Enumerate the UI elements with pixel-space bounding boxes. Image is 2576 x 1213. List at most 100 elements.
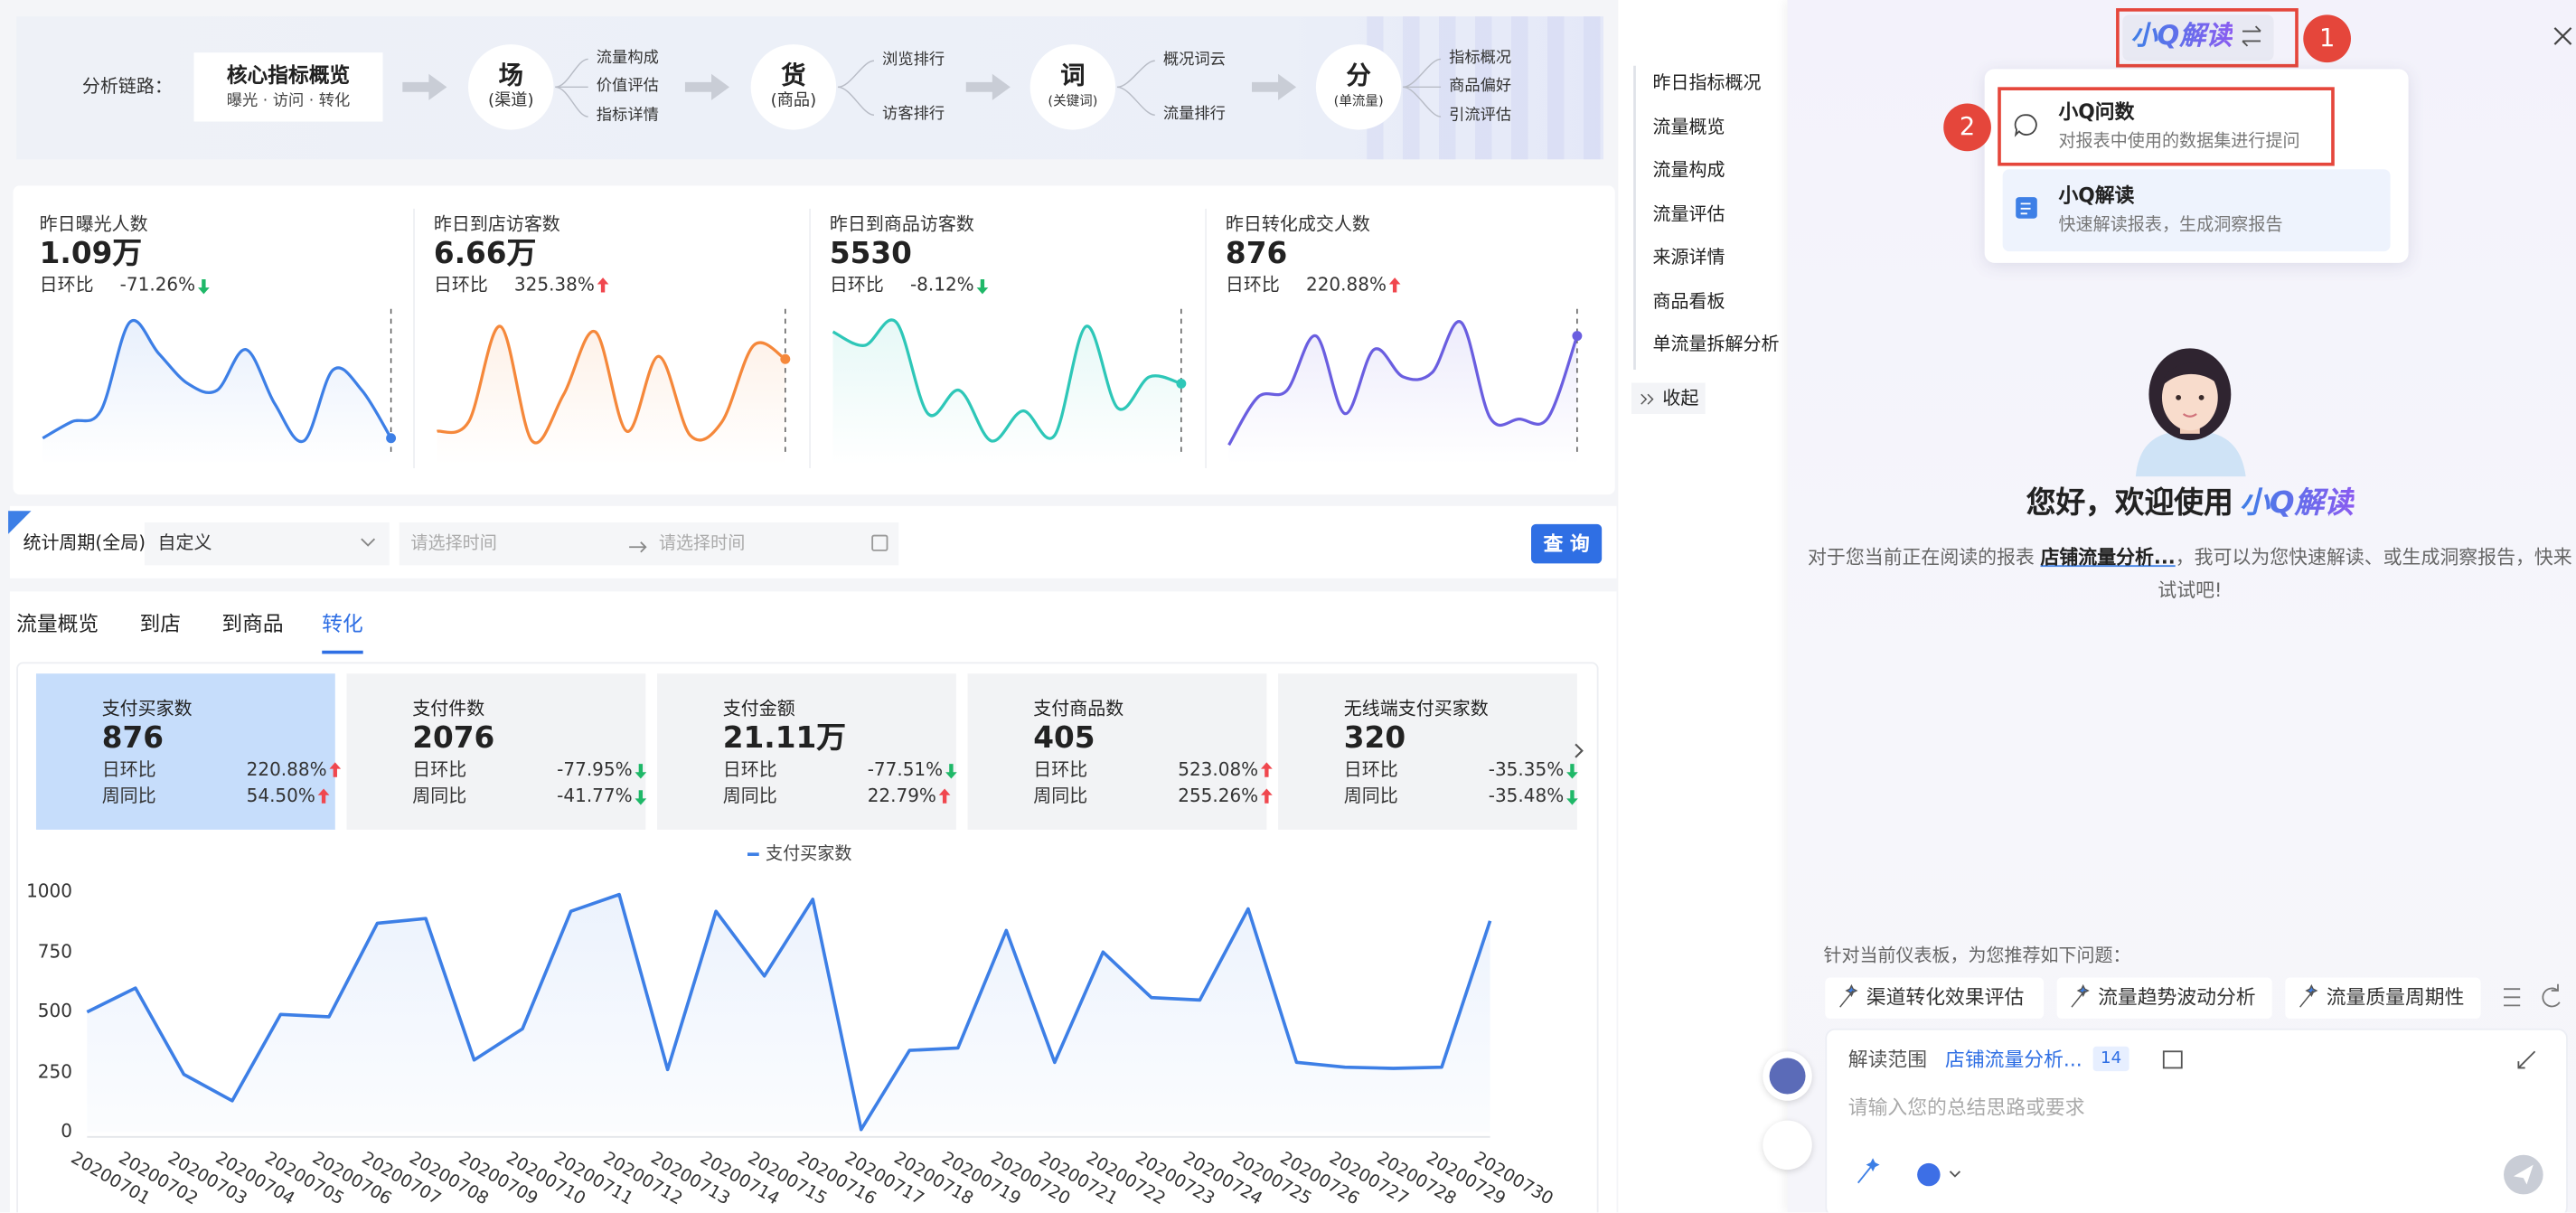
kpi-value: 1.09万: [39, 236, 143, 271]
date-start[interactable]: 请选择时间: [410, 533, 497, 554]
stage-item[interactable]: 指标概况: [1449, 49, 1512, 68]
nav-item[interactable]: 流量构成: [1652, 159, 1725, 181]
date-range[interactable]: [399, 522, 899, 566]
metric-card[interactable]: [657, 673, 956, 830]
tab[interactable]: 流量概览: [16, 611, 99, 636]
table-icon: [2162, 1050, 2183, 1069]
metric-row-label: 周同比: [1033, 785, 1088, 807]
metric-row-label: 周同比: [412, 785, 467, 807]
list-icon: [2504, 988, 2521, 1007]
collapse-icon: [1641, 393, 1654, 405]
y-tick-label: 750: [37, 940, 72, 963]
metric-title: 支付商品数: [1033, 698, 1124, 720]
stage-circle: [1315, 44, 1402, 130]
stage-item[interactable]: 访客排行: [882, 105, 945, 124]
tab[interactable]: 到商品: [221, 611, 284, 636]
y-tick-label: 500: [37, 1000, 72, 1022]
collapse-text[interactable]: 收起: [1662, 387, 1699, 409]
menu-desc: 快速解读报表，生成洞察报告: [2058, 215, 2283, 235]
sparkline: [832, 318, 1182, 443]
stage-item[interactable]: 流量排行: [1162, 105, 1226, 124]
nav-item[interactable]: 来源详情: [1652, 246, 1725, 268]
stage-item[interactable]: 流量构成: [596, 49, 659, 68]
trend-arrow: [329, 762, 342, 777]
suggest-label: 针对当前仪表板，为您推荐如下问题：: [1823, 945, 2131, 966]
stage-item[interactable]: 商品偏好: [1449, 77, 1512, 96]
menu-highlight[interactable]: [1998, 87, 2335, 166]
sparkline-end-dot: [386, 433, 397, 444]
suggestion-chip[interactable]: [1825, 977, 2045, 1019]
kpi-change: -8.12%: [909, 274, 974, 296]
trend-arrow: [1261, 788, 1273, 804]
menu-item[interactable]: [2002, 169, 2391, 252]
nav-item[interactable]: 昨日指标概况: [1652, 71, 1762, 94]
collapse-box: [1631, 382, 1706, 415]
stage-item[interactable]: 指标详情: [596, 107, 659, 126]
stage-char: 货: [781, 61, 806, 90]
metric-row-label: 日环比: [412, 758, 467, 781]
suggestion-text[interactable]: 流量质量周期性: [2326, 985, 2465, 1010]
avatar-eye: [2198, 394, 2205, 400]
sparkline: [1227, 320, 1579, 447]
suggestion-text[interactable]: 流量趋势波动分析: [2098, 985, 2256, 1010]
nav-item[interactable]: 流量概览: [1652, 117, 1725, 138]
stage-item[interactable]: 引流评估: [1449, 107, 1512, 126]
intro-text: ，我可以为您快速解读、或生成洞察报告，快来试试吧!: [2158, 545, 2572, 602]
nav-item[interactable]: 单流量拆解分析: [1652, 333, 1780, 355]
kpi-change-label: 日环比: [1225, 274, 1280, 296]
scope-value[interactable]: 店铺流量分析...: [1945, 1048, 2082, 1072]
stage-item[interactable]: 价值评估: [596, 77, 659, 96]
kpi-title: 昨日转化成交人数: [1225, 213, 1370, 235]
query-button[interactable]: [1531, 523, 1603, 564]
metric-card[interactable]: [1278, 673, 1577, 830]
kpi-change: -71.26%: [119, 274, 196, 296]
tab[interactable]: 转化: [322, 611, 363, 636]
tab[interactable]: 到店: [139, 611, 181, 636]
scope-label: 解读范围: [1847, 1048, 1928, 1072]
nav-item[interactable]: 商品看板: [1652, 290, 1725, 313]
model-chevron: [1949, 1171, 1961, 1178]
report-link[interactable]: 店铺流量分析...: [2040, 545, 2176, 569]
range-arrow: [629, 541, 647, 553]
magic-icon: [1857, 1158, 1880, 1184]
stage-item[interactable]: 概况词云: [1162, 51, 1226, 70]
metric-row-value: 54.50%: [246, 785, 315, 807]
tab-underline: [322, 650, 363, 654]
bracket-line: [1116, 86, 1155, 116]
menu-desc: 对报表中使用的数据集进行提问: [2058, 131, 2300, 152]
corner-icon: [8, 511, 32, 534]
metric-row-value: 22.79%: [867, 785, 936, 807]
query-button-text[interactable]: 查 询: [1543, 531, 1590, 556]
kpi-value: 5530: [829, 236, 912, 271]
wand-icon: [2299, 983, 2318, 1008]
metric-card[interactable]: [346, 673, 646, 830]
stage-char: 分: [1346, 61, 1371, 90]
bracket-line: [837, 60, 875, 89]
date-end[interactable]: 请选择时间: [658, 533, 746, 554]
nav-item[interactable]: 流量评估: [1652, 203, 1725, 226]
send-icon: [2513, 1164, 2534, 1185]
metric-card[interactable]: [967, 673, 1267, 830]
trend-arrow: [1566, 764, 1578, 779]
metric-card[interactable]: [35, 673, 335, 830]
metric-value: 2076: [412, 720, 495, 757]
greeting: 您好，欢迎使用 小Q解读: [1788, 484, 2576, 524]
input-box[interactable]: [1825, 1028, 2568, 1213]
menu-title[interactable]: 小Q解读: [2058, 183, 2135, 208]
menu-title[interactable]: 小Q问数: [2058, 99, 2135, 124]
next-chevron: [1575, 743, 1584, 758]
stage-item[interactable]: 浏览排行: [882, 51, 945, 70]
suggestion-chip[interactable]: [2285, 977, 2481, 1019]
metric-row-value: 220.88%: [246, 758, 327, 781]
input-placeholder[interactable]: 请输入您的总结思路或要求: [1847, 1095, 2085, 1119]
intro-text: 对于您当前正在阅读的报表: [1808, 545, 2041, 569]
metric-row-value: -77.95%: [557, 758, 633, 781]
period-select-value[interactable]: 自定义: [157, 531, 212, 554]
greeting-text: 您好，欢迎使用: [2026, 486, 2233, 522]
floating-button[interactable]: [1763, 1120, 1812, 1171]
period-select[interactable]: [144, 522, 390, 566]
suggestion-chip[interactable]: [2056, 977, 2272, 1019]
avatar-face: [2161, 364, 2218, 431]
suggestion-text[interactable]: 渠道转化效果评估: [1866, 985, 2025, 1010]
